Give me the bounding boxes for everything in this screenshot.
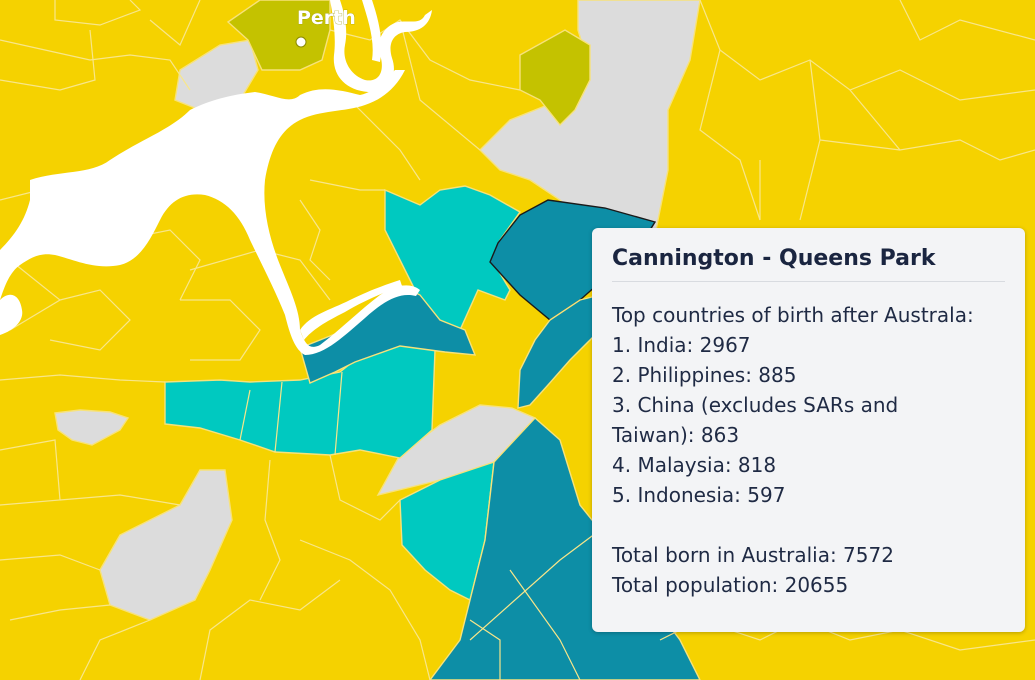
tooltip-item: 1. India: 2967 bbox=[612, 333, 751, 357]
perth-label: Perth bbox=[297, 7, 356, 29]
tooltip-item: 5. Indonesia: 597 bbox=[612, 483, 786, 507]
swan-river bbox=[0, 70, 420, 355]
tooltip-item: Taiwan): 863 bbox=[612, 423, 740, 447]
tooltip-heading: Top countries of birth after Australa: bbox=[612, 303, 974, 327]
region-olive-perth[interactable] bbox=[226, 0, 331, 71]
river-creek bbox=[300, 280, 402, 340]
tooltip-total-born: Total born in Australia: 7572 bbox=[612, 543, 894, 567]
tooltip-item: 3. China (excludes SARs and bbox=[612, 393, 899, 417]
tooltip-spacer bbox=[612, 510, 1005, 540]
tooltip-item: 2. Philippines: 885 bbox=[612, 363, 797, 387]
tooltip-title: Cannington - Queens Park bbox=[612, 246, 1005, 282]
region-grey-west[interactable] bbox=[54, 409, 130, 446]
region-grey-northwest[interactable] bbox=[174, 39, 259, 111]
region-grey-southwest[interactable] bbox=[99, 469, 233, 621]
tooltip-item: 4. Malaysia: 818 bbox=[612, 453, 777, 477]
river-west-inlet bbox=[0, 294, 23, 335]
perth-marker[interactable] bbox=[295, 36, 307, 48]
region-tooltip: Cannington - Queens Park Top countries o… bbox=[592, 228, 1025, 632]
region-olive-east[interactable] bbox=[519, 29, 591, 127]
tooltip-total-population: Total population: 20655 bbox=[612, 573, 849, 597]
river-north bbox=[362, 0, 382, 62]
region-teal-west[interactable] bbox=[164, 344, 436, 459]
